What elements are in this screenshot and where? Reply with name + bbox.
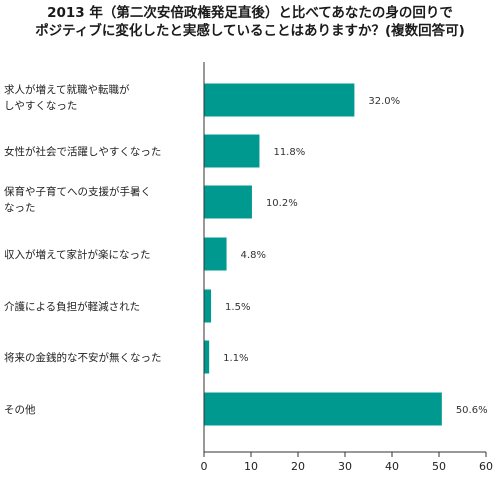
x-tick-label-60: 60	[479, 460, 493, 473]
bar-5	[204, 289, 212, 323]
bar-2	[204, 134, 260, 168]
bar-6	[204, 340, 210, 374]
category-label-3-line-1: 保育や子育てへの支援が手暑く	[4, 185, 151, 198]
value-label-5: 1.5%	[225, 302, 250, 313]
bar-7	[204, 392, 442, 426]
category-label-6: 将来の金銭的な不安が無くなった	[4, 351, 162, 364]
x-tick-label-30: 30	[338, 460, 352, 473]
category-label-1-line-1: 求人が増えて就職や転職が	[4, 83, 130, 96]
value-label-4: 4.8%	[241, 250, 266, 261]
x-tick-label-20: 20	[291, 460, 305, 473]
category-label-4: 収入が増えて家計が楽になった	[4, 248, 150, 261]
chart-title-line-2: ポジティブに変化したと実感していることはありますか？(複数回答可)	[35, 23, 465, 39]
value-label-6: 1.1%	[223, 353, 248, 364]
category-label-7: その他	[4, 403, 36, 416]
chart-title-line-1: 2013 年（第二次安倍政権発足直後）と比べてあなたの身の回りで	[47, 5, 453, 21]
category-label-3-line-2: なった	[4, 202, 36, 214]
x-tick-label-40: 40	[385, 460, 399, 473]
value-label-2: 11.8%	[273, 147, 305, 158]
x-tick-label-10: 10	[244, 460, 258, 473]
value-label-1: 32.0%	[368, 96, 400, 107]
value-label-7: 50.6%	[456, 405, 488, 416]
category-label-2: 女性が社会で活躍しやすくなった	[4, 145, 161, 158]
category-label-1-line-2: しやすくなった	[4, 100, 77, 112]
bar-1	[204, 83, 355, 117]
value-label-3: 10.2%	[266, 198, 298, 209]
bar-3	[204, 185, 252, 219]
category-label-5: 介護による負担が軽減された	[4, 300, 140, 313]
bar-4	[204, 237, 227, 271]
x-tick-label-0: 0	[201, 460, 208, 473]
x-tick-label-50: 50	[432, 460, 446, 473]
